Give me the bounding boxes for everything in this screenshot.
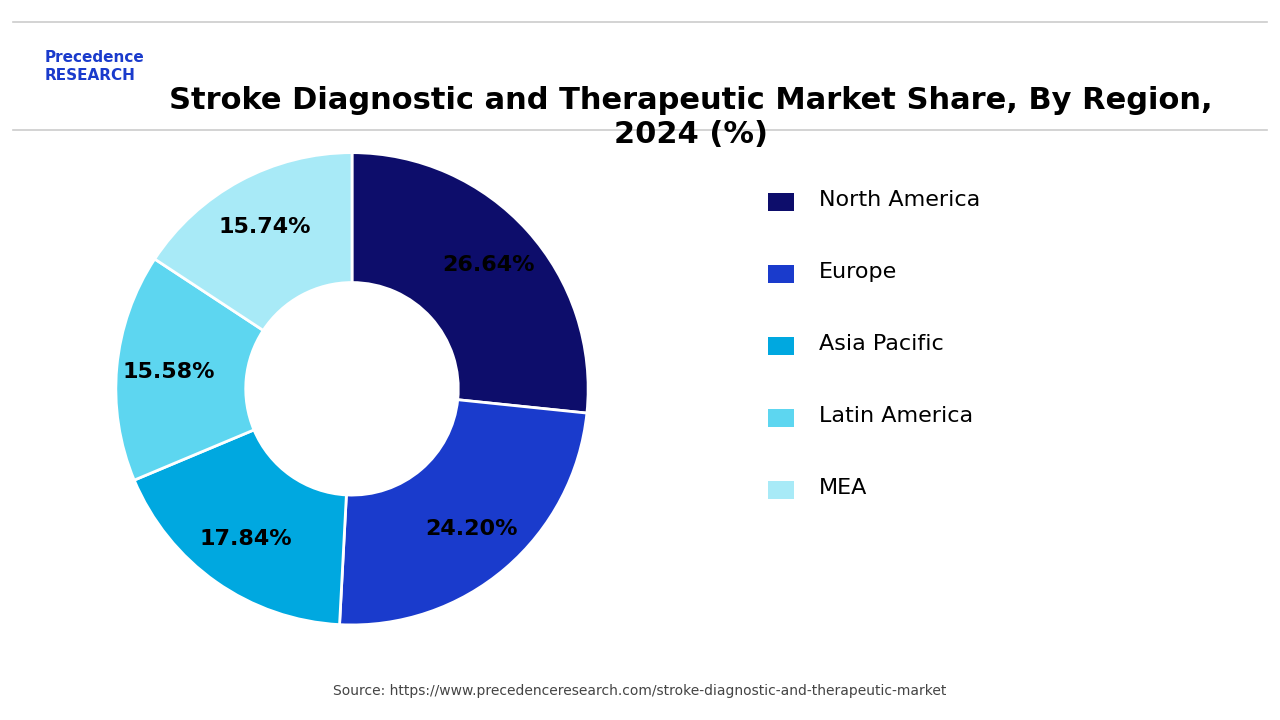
- Text: 15.58%: 15.58%: [123, 362, 215, 382]
- Text: 17.84%: 17.84%: [200, 529, 292, 549]
- Text: Stroke Diagnostic and Therapeutic Market Share, By Region,
2024 (%): Stroke Diagnostic and Therapeutic Market…: [169, 86, 1213, 149]
- Text: Precedence
RESEARCH: Precedence RESEARCH: [45, 50, 145, 83]
- Text: Asia Pacific: Asia Pacific: [819, 334, 943, 354]
- Wedge shape: [116, 259, 264, 480]
- Text: MEA: MEA: [819, 478, 868, 498]
- Wedge shape: [134, 430, 347, 625]
- Wedge shape: [352, 153, 588, 413]
- Text: Source: https://www.precedenceresearch.com/stroke-diagnostic-and-therapeutic-mar: Source: https://www.precedenceresearch.c…: [333, 685, 947, 698]
- Wedge shape: [339, 400, 588, 625]
- Text: 15.74%: 15.74%: [219, 217, 311, 237]
- Text: North America: North America: [819, 190, 980, 210]
- Text: P: P: [32, 39, 46, 58]
- Text: Latin America: Latin America: [819, 406, 973, 426]
- Text: Europe: Europe: [819, 262, 897, 282]
- Text: 24.20%: 24.20%: [425, 519, 518, 539]
- Wedge shape: [155, 153, 352, 330]
- Text: 26.64%: 26.64%: [443, 256, 535, 276]
